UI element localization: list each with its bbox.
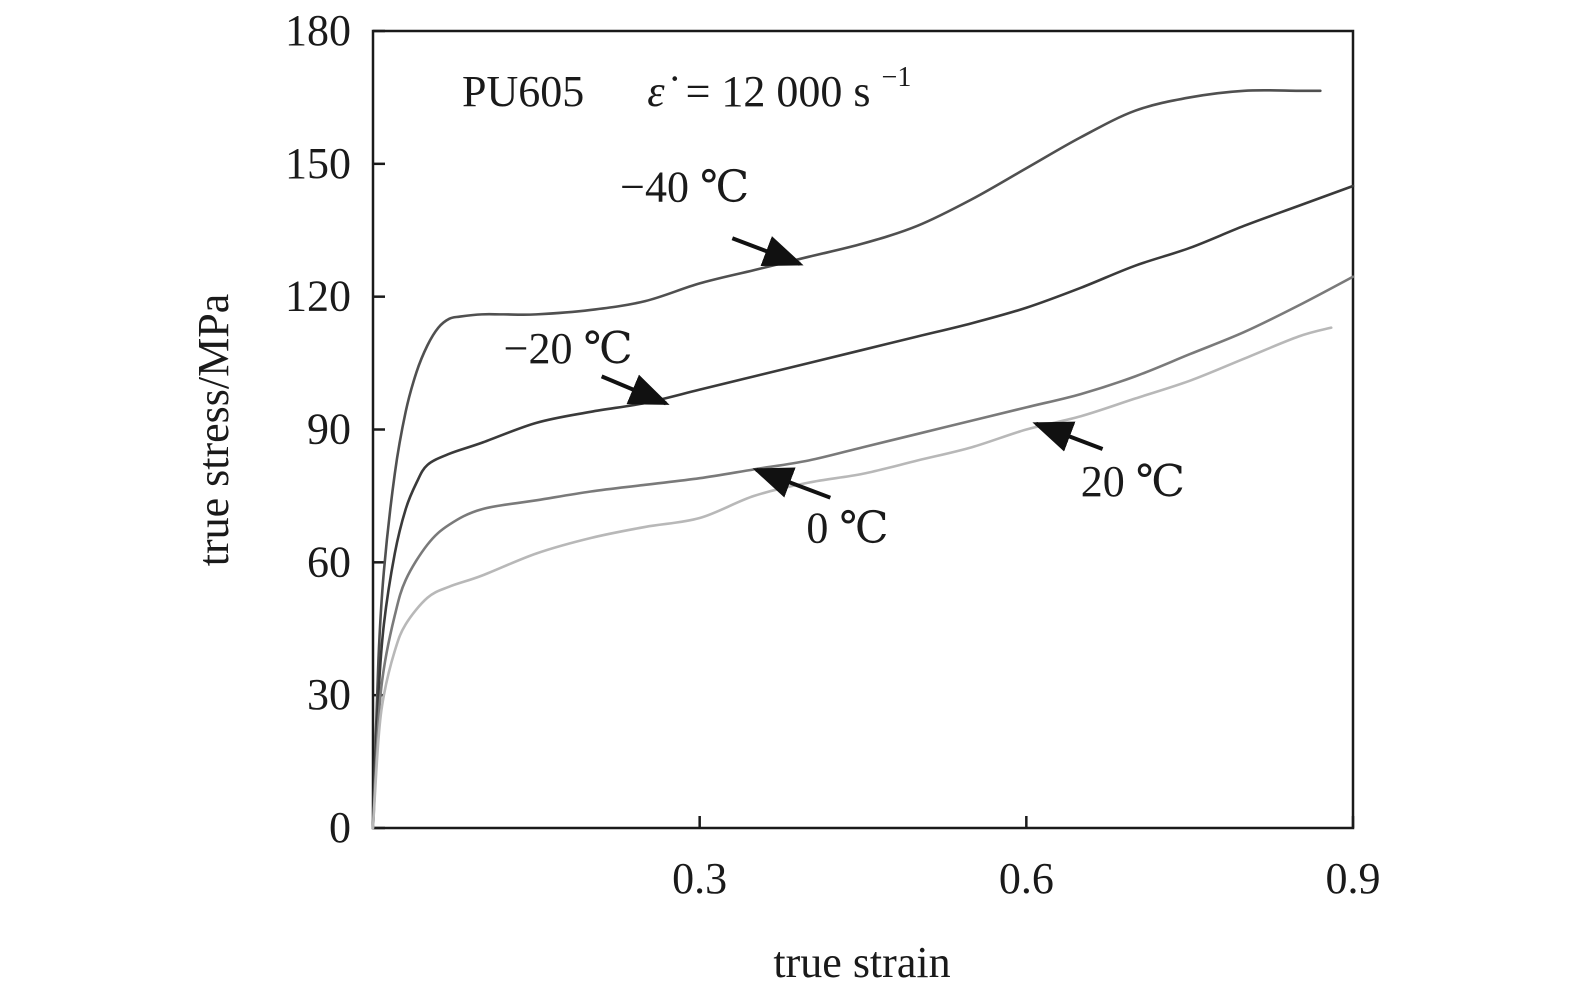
x-axis-title: true strain <box>773 938 950 987</box>
series-label-arrow <box>600 374 670 406</box>
y-tick-label: 120 <box>285 272 351 321</box>
series-line-1 <box>371 184 1355 830</box>
series-line-3 <box>371 326 1333 830</box>
y-tick-label: 60 <box>307 537 351 586</box>
series-layer <box>371 88 1355 830</box>
y-tick-label: 30 <box>307 670 351 719</box>
series-label: −40 ℃ <box>620 162 749 211</box>
annotation-rate-value: = 12 000 s <box>686 67 871 116</box>
y-tick-label: 0 <box>329 803 351 852</box>
y-axis-title: true stress/MPa <box>189 294 238 567</box>
series-label-arrow <box>731 236 804 267</box>
series-label: −20 ℃ <box>504 324 633 373</box>
y-tick-label: 150 <box>285 139 351 188</box>
series-label-arrow <box>1032 421 1104 452</box>
series-label: 20 ℃ <box>1081 457 1185 506</box>
series-line-2 <box>371 275 1355 830</box>
chart-annotation: PU605 ε̇ = 12 000 s −1 <box>462 62 911 116</box>
y-tick-label: 180 <box>285 6 351 55</box>
x-axis: 0.3 0.6 0.9 <box>672 816 1381 903</box>
annotation-rate-exponent: −1 <box>882 62 912 93</box>
y-axis: 0 30 60 90 120 150 180 <box>285 6 385 852</box>
series-line-0 <box>371 88 1322 830</box>
annotation-rate-symbol: ε̇ <box>647 67 677 116</box>
x-tick-label: 0.9 <box>1326 854 1381 903</box>
annotation-sample: PU605 <box>462 67 584 116</box>
series-label-arrow <box>752 467 832 500</box>
y-tick-label: 90 <box>307 405 351 454</box>
series-label: 0 ℃ <box>806 503 888 552</box>
x-tick-label: 0.3 <box>672 854 727 903</box>
series-labels: −40 ℃ −20 ℃ 0 ℃ 20 ℃ <box>504 162 1185 552</box>
x-tick-label: 0.6 <box>999 854 1054 903</box>
